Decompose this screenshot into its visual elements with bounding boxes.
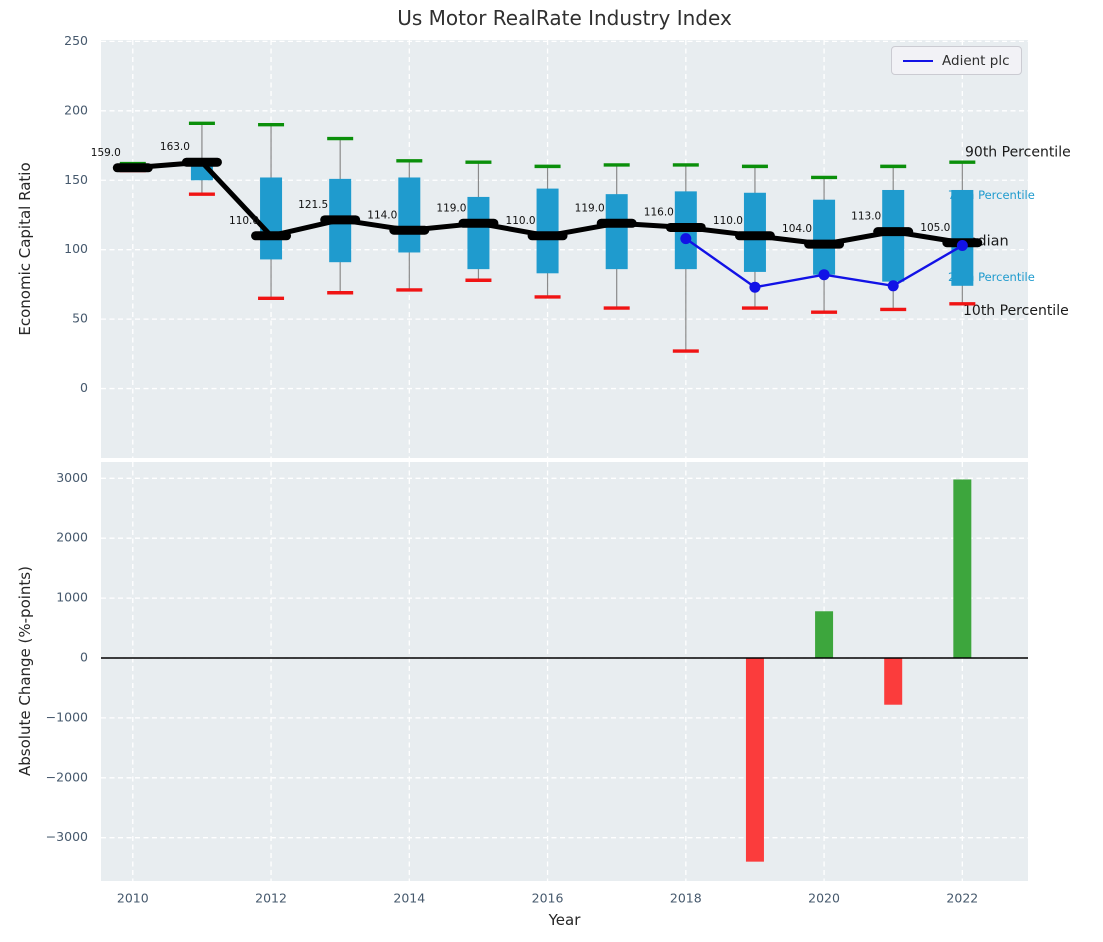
chart-title: Us Motor RealRate Industry Index	[397, 6, 732, 30]
median-marker-2014	[389, 225, 430, 235]
top-y-tick-label: 150	[64, 172, 88, 187]
top-y-tick-label: 0	[80, 380, 88, 395]
median-value-label-2015: 119.0	[436, 202, 466, 214]
median-marker-2017	[596, 218, 637, 228]
bar-2022	[953, 479, 972, 658]
bottom-y-tick-label: −1000	[46, 709, 88, 724]
top-y-tick-label: 250	[64, 33, 88, 48]
box-2020	[813, 199, 836, 275]
median-value-label-2019: 110.0	[713, 215, 743, 227]
annotation-10th-percentile: 10th Percentile	[963, 303, 1069, 319]
top-y-tick-label: 50	[72, 311, 88, 326]
bottom-y-tick-label: 0	[80, 649, 88, 664]
x-tick-label: 2012	[255, 891, 287, 906]
median-marker-2019	[734, 231, 775, 241]
median-value-label-2010: 159.0	[91, 147, 121, 159]
bottom-y-tick-label: 3000	[56, 470, 88, 485]
company-point-2020	[818, 269, 830, 281]
bottom-y-tick-label: −2000	[46, 769, 88, 784]
company-point-2019	[749, 281, 761, 293]
box-2022	[951, 189, 974, 286]
x-tick-label: 2022	[946, 891, 978, 906]
box-2012	[260, 177, 283, 260]
legend-label: Adient plc	[942, 52, 1010, 69]
median-value-label-2011: 163.0	[160, 141, 190, 153]
top-y-tick-label: 100	[64, 241, 88, 256]
median-value-label-2021: 113.0	[851, 211, 881, 223]
median-value-label-2020: 104.0	[782, 223, 812, 235]
legend: Adient plc	[891, 46, 1022, 75]
x-tick-label: 2014	[393, 891, 425, 906]
median-marker-2012	[251, 231, 292, 241]
median-marker-2015	[458, 218, 499, 228]
bottom-y-tick-label: 1000	[56, 590, 88, 605]
x-axis-label: Year	[548, 911, 581, 929]
box-2014	[398, 177, 421, 253]
company-point-2022	[956, 240, 968, 252]
bottom-y-tick-label: −3000	[46, 829, 88, 844]
median-value-label-2022: 105.0	[920, 222, 950, 234]
bottom-y-tick-label: 2000	[56, 530, 88, 545]
median-value-label-2013: 121.5	[298, 199, 328, 211]
median-marker-2016	[527, 231, 568, 241]
median-marker-2013	[320, 215, 361, 225]
median-value-label-2018: 116.0	[644, 206, 674, 218]
box-2017	[605, 194, 628, 270]
median-value-label-2014: 114.0	[367, 209, 397, 221]
box-2016	[536, 188, 559, 274]
x-tick-label: 2016	[532, 891, 564, 906]
company-point-2021	[887, 280, 899, 292]
median-marker-2020	[804, 239, 845, 249]
x-tick-label: 2010	[117, 891, 149, 906]
bottom-plot-background	[101, 462, 1028, 881]
company-point-2018	[680, 233, 692, 245]
x-tick-label: 2018	[670, 891, 702, 906]
bar-2020	[815, 611, 834, 658]
median-value-label-2016: 110.0	[506, 215, 536, 227]
box-2015	[467, 196, 490, 270]
median-marker-2018	[665, 222, 706, 232]
bar-2021	[884, 657, 903, 705]
median-value-label-2017: 119.0	[575, 202, 605, 214]
median-marker-2021	[873, 227, 914, 237]
median-marker-2010	[112, 163, 153, 173]
median-value-label-2012: 110.0	[229, 215, 259, 227]
median-marker-2011	[181, 157, 222, 167]
annotation-90th-percentile: 90th Percentile	[965, 144, 1071, 160]
bar-2019	[745, 657, 764, 862]
legend-line-swatch	[903, 59, 933, 62]
x-tick-label: 2020	[808, 891, 840, 906]
top-y-tick-label: 200	[64, 102, 88, 117]
